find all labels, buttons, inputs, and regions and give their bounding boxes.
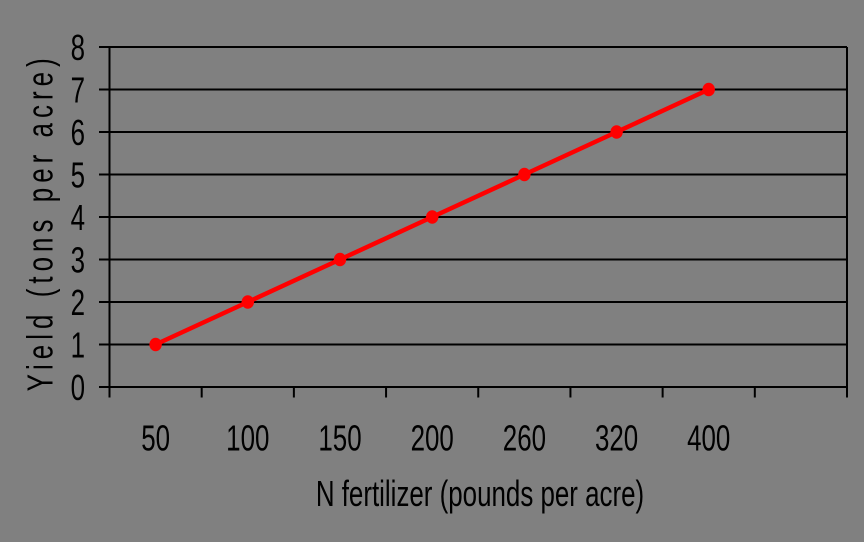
svg-text:6: 6: [71, 113, 85, 153]
svg-text:3: 3: [71, 240, 85, 280]
svg-text:4: 4: [71, 198, 85, 238]
svg-text:320: 320: [595, 418, 638, 458]
svg-text:0: 0: [71, 368, 85, 408]
svg-text:2: 2: [71, 283, 85, 323]
svg-text:1: 1: [71, 325, 85, 365]
svg-text:100: 100: [226, 418, 269, 458]
svg-text:50: 50: [141, 418, 170, 458]
svg-text:7: 7: [71, 70, 85, 110]
svg-text:150: 150: [318, 418, 361, 458]
svg-text:N fertilizer (pounds per acre): N fertilizer (pounds per acre): [316, 474, 644, 514]
svg-text:8: 8: [71, 28, 85, 68]
svg-text:200: 200: [411, 418, 454, 458]
svg-text:260: 260: [503, 418, 546, 458]
svg-text:400: 400: [687, 418, 730, 458]
svg-text:5: 5: [71, 155, 85, 195]
svg-text:Yield (tons per acre): Yield (tons per acre): [20, 53, 60, 391]
